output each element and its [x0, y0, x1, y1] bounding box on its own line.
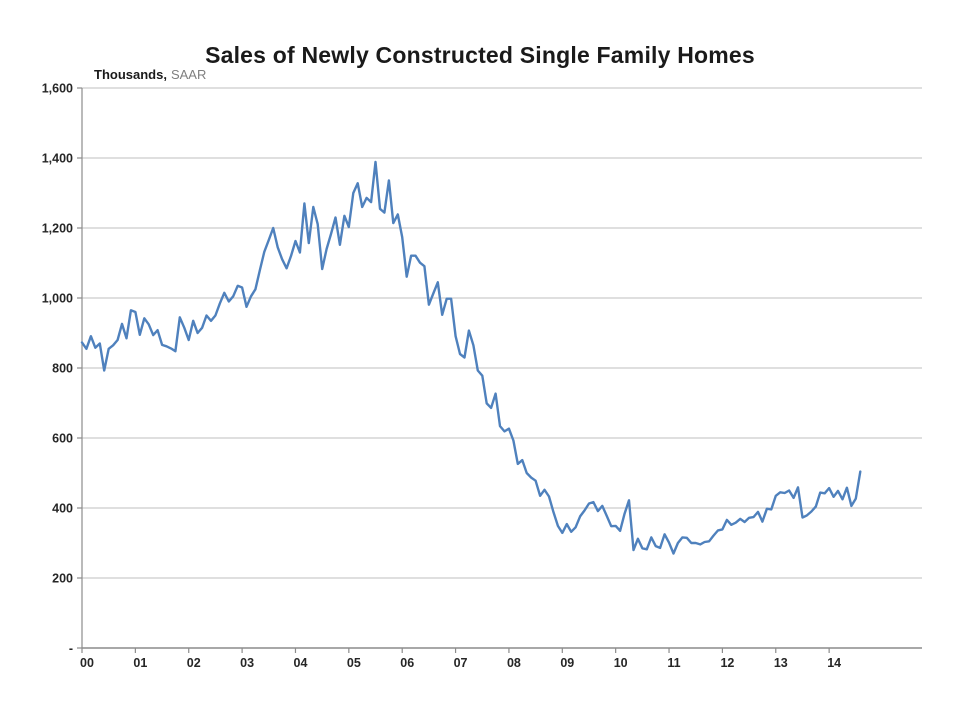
y-tick-label: 1,400 — [42, 152, 73, 166]
axis-units-label: Thousands, SAAR — [94, 67, 206, 82]
x-tick-label: 01 — [133, 656, 147, 670]
x-tick-label: 11 — [667, 656, 680, 670]
y-tick-label: - — [69, 642, 73, 656]
x-tick-label: 02 — [187, 656, 201, 670]
x-tick-label: 14 — [827, 656, 841, 670]
y-tick-label: 1,600 — [42, 82, 73, 96]
y-tick-label: 1,200 — [42, 222, 73, 236]
y-tick-label: 800 — [52, 362, 73, 376]
x-tick-label: 05 — [347, 656, 361, 670]
x-tick-label: 06 — [400, 656, 414, 670]
axis-units-label-thousands: Thousands, — [94, 67, 167, 82]
x-tick-label: 10 — [614, 656, 628, 670]
x-tick-label: 04 — [294, 656, 308, 670]
x-tick-label: 12 — [720, 656, 734, 670]
x-tick-label: 08 — [507, 656, 521, 670]
y-tick-label: 400 — [52, 502, 73, 516]
x-tick-label: 07 — [454, 656, 468, 670]
sales-line — [80, 160, 862, 555]
x-tick-label: 00 — [80, 656, 94, 670]
chart-title: Sales of Newly Constructed Single Family… — [205, 42, 755, 68]
y-tick-label: 200 — [52, 572, 73, 586]
y-tick-label: 600 — [52, 432, 73, 446]
x-tick-label: 03 — [240, 656, 254, 670]
y-tick-label: 1,000 — [42, 292, 73, 306]
x-tick-label: 13 — [774, 656, 788, 670]
x-tick-label: 09 — [560, 656, 574, 670]
axis-units-label-saar: SAAR — [170, 67, 207, 82]
